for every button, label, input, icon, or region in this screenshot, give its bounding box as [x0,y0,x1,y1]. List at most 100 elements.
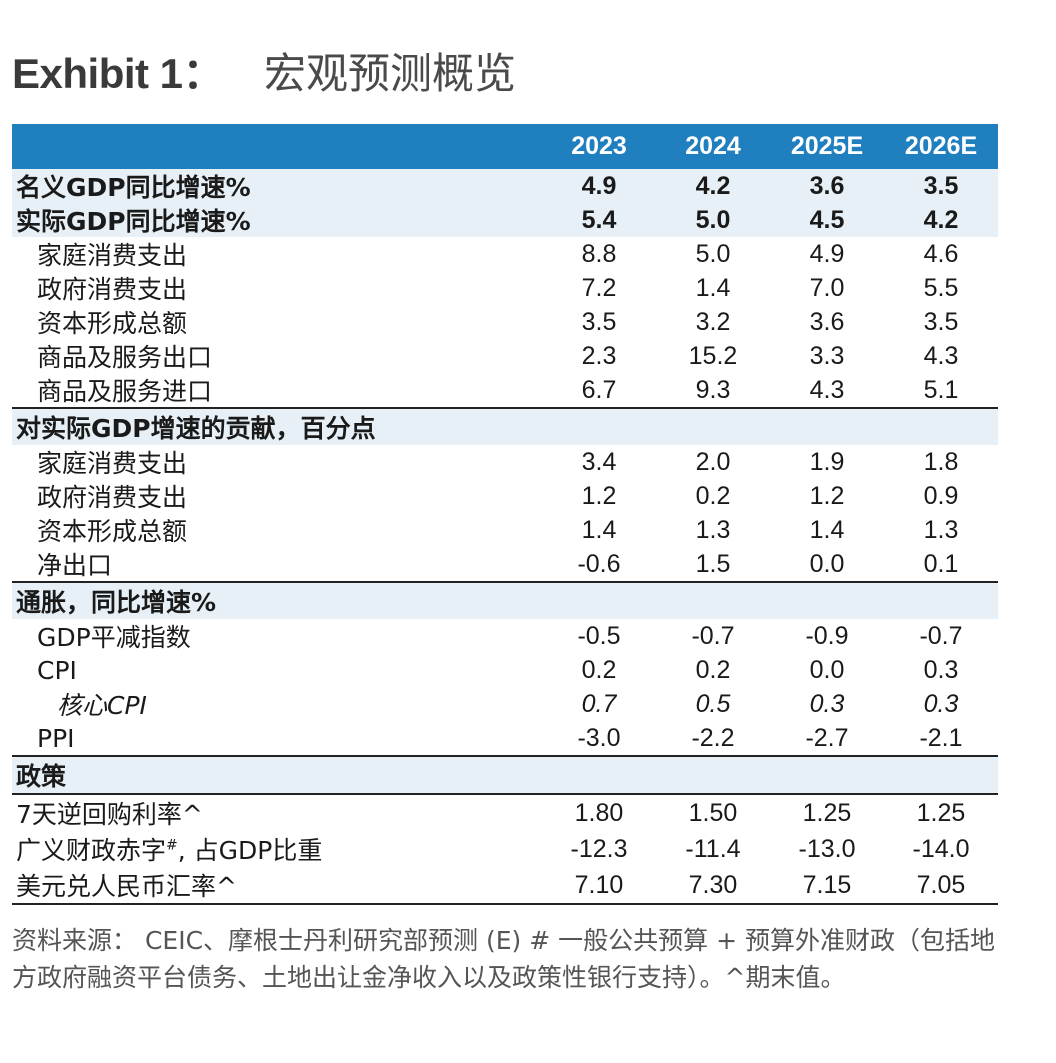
cell: 1.2 [809,481,845,510]
row-label: PPI [37,723,75,753]
cell: 1.80 [574,798,624,827]
section-header-contribution: 对实际GDP增速的贡献，百分点 [12,407,998,445]
cell: -0.7 [691,621,735,650]
table-row: 商品及服务进口 6.7 9.3 4.3 5.1 [12,373,998,407]
row-label: 政府消费支出 [37,483,188,512]
row-label: 7天逆回购利率^ [16,800,203,829]
cell: -14.0 [912,834,970,863]
cell: 7.10 [574,870,624,899]
cell: -2.1 [919,723,963,752]
cell: -11.4 [685,834,741,863]
cell: 3.5 [923,307,959,336]
cell: 1.4 [581,515,617,544]
exhibit-title: Exhibit 1： 宏观预测概览 [12,40,516,100]
table-row: 美元兑人民币汇率^ 7.10 7.30 7.15 7.05 [12,867,998,905]
cell: 4.3 [923,341,959,370]
row-label: 商品及服务进口 [37,377,213,406]
cell: 3.5 [581,307,617,336]
table-row: 名义GDP同比增速% 4.9 4.2 3.6 3.5 [12,169,998,203]
cell: 4.3 [809,375,845,404]
cell: -0.5 [577,621,621,650]
row-label: 政府消费支出 [37,275,188,304]
cell: 1.25 [916,798,966,827]
table-row: GDP平减指数 -0.5 -0.7 -0.9 -0.7 [12,619,998,653]
col-header: 2024 [685,132,741,160]
table-row: 净出口 -0.6 1.5 0.0 0.1 [12,547,998,581]
row-label: 家庭消费支出 [37,241,188,270]
row-label: 名义GDP同比增速% [16,173,251,202]
cell: 7.0 [809,273,845,302]
row-label: 商品及服务出口 [37,343,213,372]
table-row: CPI 0.2 0.2 0.0 0.3 [12,653,998,687]
source-note: 资料来源： CEIC、摩根士丹利研究部预测 (E) # 一般公共预算 + 预算外… [12,926,995,992]
cell: 7.15 [802,870,852,899]
cell: -2.2 [691,723,735,752]
cell: 0.2 [695,655,731,684]
row-label: 广义财政赤字#, 占GDP比重 [16,836,323,865]
cell: 9.3 [695,375,731,404]
cell: 1.4 [695,273,731,302]
cell: 1.5 [695,549,731,578]
cell: 5.5 [923,273,959,302]
cell: 1.3 [695,515,731,544]
cell: 1.8 [923,447,959,476]
row-label: 净出口 [37,551,113,580]
row-label: CPI [37,655,77,685]
cell: 0.5 [695,689,731,718]
forecast-table: 2023 2024 2025E 2026E 名义GDP同比增速% 4.9 4.2… [12,124,998,905]
cell: 0.7 [581,689,617,718]
cell: 0.2 [581,655,617,684]
row-label: 资本形成总额 [37,517,188,546]
cell: 3.6 [809,307,845,336]
row-label: 美元兑人民币汇率^ [16,872,237,901]
cell: 3.6 [809,171,845,200]
table-row: 实际GDP同比增速% 5.4 5.0 4.5 4.2 [12,203,998,237]
cell: 4.5 [809,205,845,234]
table-row: 家庭消费支出 8.8 5.0 4.9 4.6 [12,237,998,271]
col-header: 2025E [790,132,864,160]
cell: -2.7 [805,723,849,752]
table-row: 政府消费支出 1.2 0.2 1.2 0.9 [12,479,998,513]
cell: -13.0 [798,834,856,863]
cell: 1.3 [923,515,959,544]
cell: 0.0 [809,549,845,578]
cell: 6.7 [581,375,617,404]
cell: 3.4 [581,447,617,476]
cell: 4.2 [923,205,959,234]
cell: 1.4 [809,515,845,544]
row-label: 家庭消费支出 [37,449,188,478]
cell: 3.2 [695,307,731,336]
cell: 3.5 [923,171,959,200]
cell: 3.3 [809,341,845,370]
cell: 4.9 [809,239,845,268]
cell: 0.3 [923,689,959,718]
cell: 7.05 [916,870,966,899]
table-row: 家庭消费支出 3.4 2.0 1.9 1.8 [12,445,998,479]
cell: 0.3 [809,689,845,718]
cell: -0.9 [805,621,849,650]
col-header: 2026E [904,132,978,160]
cell: 0.1 [923,549,959,578]
cell: 5.0 [695,239,731,268]
cell: 4.2 [695,171,731,200]
cell: 1.25 [802,798,852,827]
table-row: 商品及服务出口 2.3 15.2 3.3 4.3 [12,339,998,373]
cell: 0.9 [923,481,959,510]
cell: 5.4 [581,205,617,234]
cell: -12.3 [570,834,628,863]
section-header-inflation: 通胀，同比增速% [12,581,998,619]
cell: 1.9 [809,447,845,476]
table-row: 广义财政赤字#, 占GDP比重 -12.3 -11.4 -13.0 -14.0 [12,831,998,867]
row-label: 核心CPI [57,691,147,720]
cell: 8.8 [581,239,617,268]
row-label: 资本形成总额 [37,309,188,338]
section-header-policy: 政策 [12,755,998,793]
cell: -0.6 [577,549,621,578]
exhibit-number: Exhibit 1： [12,49,225,97]
cell: -0.7 [919,621,963,650]
cell: 0.0 [809,655,845,684]
cell: 2.0 [695,447,731,476]
cell: 5.1 [923,375,959,404]
row-label: 实际GDP同比增速% [16,207,251,236]
cell: 2.3 [581,341,617,370]
